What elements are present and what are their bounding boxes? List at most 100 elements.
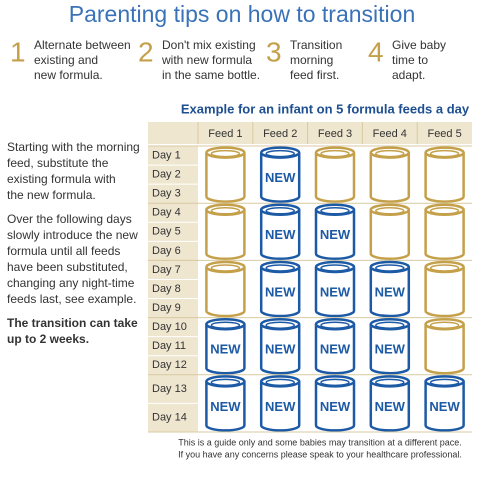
title: Parenting tips on how to transition bbox=[69, 1, 415, 27]
can-rim bbox=[429, 207, 460, 215]
day-label: Day 3 bbox=[152, 188, 181, 200]
footnote: If you have any concerns please speak to… bbox=[178, 449, 462, 459]
day-label: Day 2 bbox=[152, 169, 181, 181]
feed-label: Feed 5 bbox=[427, 128, 461, 140]
can-rim bbox=[375, 321, 405, 329]
side-text: feed, substitute the bbox=[7, 156, 109, 170]
feed-label: Feed 1 bbox=[208, 128, 242, 140]
side-text: up to 2 weeks. bbox=[7, 332, 89, 346]
formula-can bbox=[314, 146, 356, 203]
header-band bbox=[148, 122, 472, 144]
can-rim bbox=[210, 264, 241, 272]
new-label: NEW bbox=[320, 284, 351, 299]
side-text: feeds last, see example. bbox=[7, 292, 136, 306]
formula-can: NEW bbox=[314, 317, 356, 375]
can-body bbox=[259, 209, 301, 261]
formula-can bbox=[369, 203, 411, 261]
can-body bbox=[314, 152, 356, 203]
new-label: NEW bbox=[320, 342, 351, 357]
tip-text: Give baby bbox=[392, 38, 446, 52]
feed-label: Feed 2 bbox=[263, 128, 297, 140]
new-label: NEW bbox=[429, 399, 460, 414]
can-body bbox=[424, 209, 465, 261]
can-rim bbox=[210, 149, 241, 158]
day-label: Day 11 bbox=[152, 340, 186, 352]
can-rim bbox=[320, 149, 350, 158]
formula-can: NEW bbox=[205, 375, 246, 432]
day-label: Day 8 bbox=[152, 283, 181, 295]
new-label: NEW bbox=[320, 227, 351, 242]
can-body bbox=[314, 267, 356, 318]
can-rim bbox=[320, 207, 350, 215]
can-rim bbox=[429, 378, 460, 387]
side-text: existing formula with bbox=[7, 172, 116, 186]
feed-label: Feed 4 bbox=[373, 128, 407, 140]
formula-can: NEW bbox=[314, 375, 356, 432]
day-label: Day 12 bbox=[152, 359, 187, 371]
can-rim bbox=[429, 321, 460, 329]
tip-number: 1 bbox=[10, 36, 26, 67]
can-rim bbox=[210, 207, 241, 215]
can-body bbox=[369, 324, 411, 375]
tip-number: 3 bbox=[266, 36, 282, 67]
formula-can: NEW bbox=[259, 260, 301, 318]
day-label: Day 13 bbox=[152, 383, 187, 395]
new-label: NEW bbox=[210, 399, 241, 414]
formula-can bbox=[369, 146, 411, 203]
new-label: NEW bbox=[320, 399, 351, 414]
new-label: NEW bbox=[375, 284, 406, 299]
formula-can bbox=[424, 203, 465, 261]
day-label: Day 1 bbox=[152, 149, 181, 161]
can-body bbox=[314, 381, 356, 432]
can-rim bbox=[429, 264, 460, 272]
formula-can: NEW bbox=[205, 317, 246, 375]
example-title: Example for an infant on 5 formula feeds… bbox=[181, 101, 470, 116]
formula-can bbox=[424, 317, 465, 375]
can-body bbox=[424, 152, 465, 203]
formula-can bbox=[205, 146, 246, 203]
can-rim bbox=[375, 149, 405, 158]
formula-can: NEW bbox=[424, 375, 465, 432]
new-label: NEW bbox=[265, 227, 296, 242]
can-rim bbox=[375, 378, 405, 387]
tip-text: existing and bbox=[34, 53, 98, 67]
formula-can: NEW bbox=[259, 317, 301, 375]
new-label: NEW bbox=[265, 284, 296, 299]
formula-can: NEW bbox=[314, 260, 356, 318]
can-body bbox=[314, 324, 356, 375]
can-rim bbox=[265, 321, 295, 329]
can-rim bbox=[320, 378, 350, 387]
new-label: NEW bbox=[265, 399, 296, 414]
new-label: NEW bbox=[375, 342, 406, 357]
can-rim bbox=[375, 264, 405, 272]
footnote: This is a guide only and some babies may… bbox=[178, 437, 462, 447]
side-text: Over the following days bbox=[7, 212, 132, 226]
new-label: NEW bbox=[375, 399, 406, 414]
can-body bbox=[259, 152, 301, 203]
side-text: formula until all feeds bbox=[7, 244, 120, 258]
can-body bbox=[369, 267, 411, 318]
can-rim bbox=[320, 264, 350, 272]
day-label: Day 14 bbox=[152, 412, 187, 424]
can-rim bbox=[265, 264, 295, 272]
day-band bbox=[148, 146, 198, 204]
tip-number: 2 bbox=[138, 36, 154, 67]
tip-text: adapt. bbox=[392, 68, 425, 82]
can-body bbox=[369, 209, 411, 261]
can-rim bbox=[210, 321, 241, 329]
can-body bbox=[205, 267, 246, 318]
can-body bbox=[205, 381, 246, 432]
tip-text: with new formula bbox=[161, 53, 252, 67]
formula-can bbox=[424, 146, 465, 203]
day-label: Day 4 bbox=[152, 207, 181, 219]
day-band bbox=[148, 317, 198, 375]
tip-text: morning bbox=[290, 53, 333, 67]
new-label: NEW bbox=[265, 170, 296, 185]
tip-text: Don't mix existing bbox=[162, 38, 256, 52]
can-body bbox=[424, 324, 465, 375]
day-label: Day 10 bbox=[152, 321, 187, 333]
day-label: Day 6 bbox=[152, 245, 181, 257]
new-label: NEW bbox=[210, 342, 241, 357]
can-body bbox=[314, 209, 356, 261]
